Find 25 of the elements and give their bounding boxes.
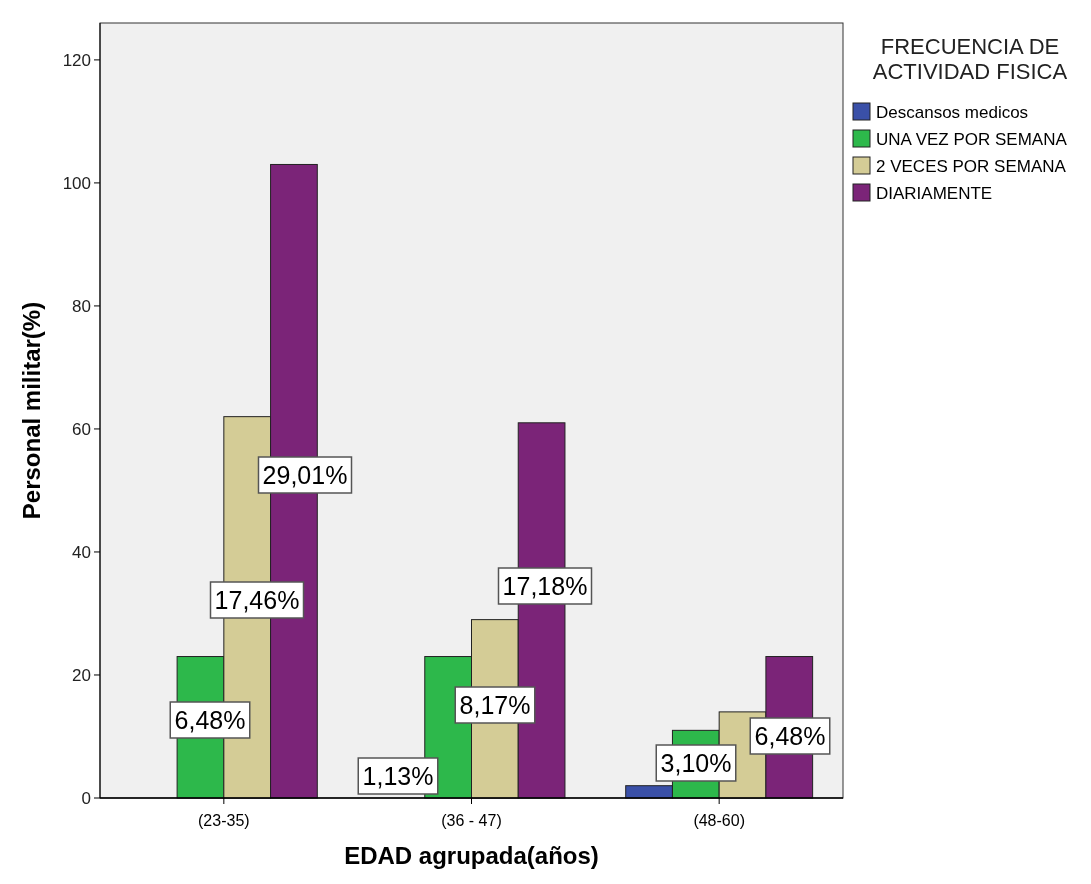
legend-label: DIARIAMENTE <box>876 184 993 203</box>
x-axis-title: EDAD agrupada(años) <box>344 842 599 869</box>
y-tick-label: 100 <box>62 173 91 193</box>
annotation: 1,13% <box>362 762 434 790</box>
annotation: 17,18% <box>502 572 588 600</box>
annotation: 3,10% <box>660 749 732 777</box>
annotation: 17,46% <box>214 586 300 614</box>
x-tick-label: (36 - 47) <box>441 812 502 829</box>
y-axis-title: Personal militar(%) <box>18 301 45 520</box>
y-tick-label: 80 <box>72 296 91 316</box>
x-tick-label: (23-35) <box>198 812 250 829</box>
y-tick-label: 60 <box>72 419 91 439</box>
annotation: 6,48% <box>754 722 826 750</box>
annotation: 29,01% <box>262 461 348 489</box>
y-tick-label: 20 <box>72 665 91 685</box>
y-tick-label: 40 <box>72 542 91 562</box>
legend-title: FRECUENCIA DE ACTIVIDAD FISICA <box>872 34 1068 84</box>
legend-label: UNA VEZ POR SEMANA <box>876 130 1068 149</box>
annotation: 6,48% <box>174 706 246 734</box>
legend-label: 2 VECES POR SEMANA <box>876 157 1067 176</box>
x-tick-label: (48-60) <box>693 812 745 829</box>
legend-label: Descansos medicos <box>876 103 1029 122</box>
y-tick-label: 120 <box>62 50 91 70</box>
y-tick-label: 0 <box>81 789 91 808</box>
annotation: 8,17% <box>459 691 531 719</box>
